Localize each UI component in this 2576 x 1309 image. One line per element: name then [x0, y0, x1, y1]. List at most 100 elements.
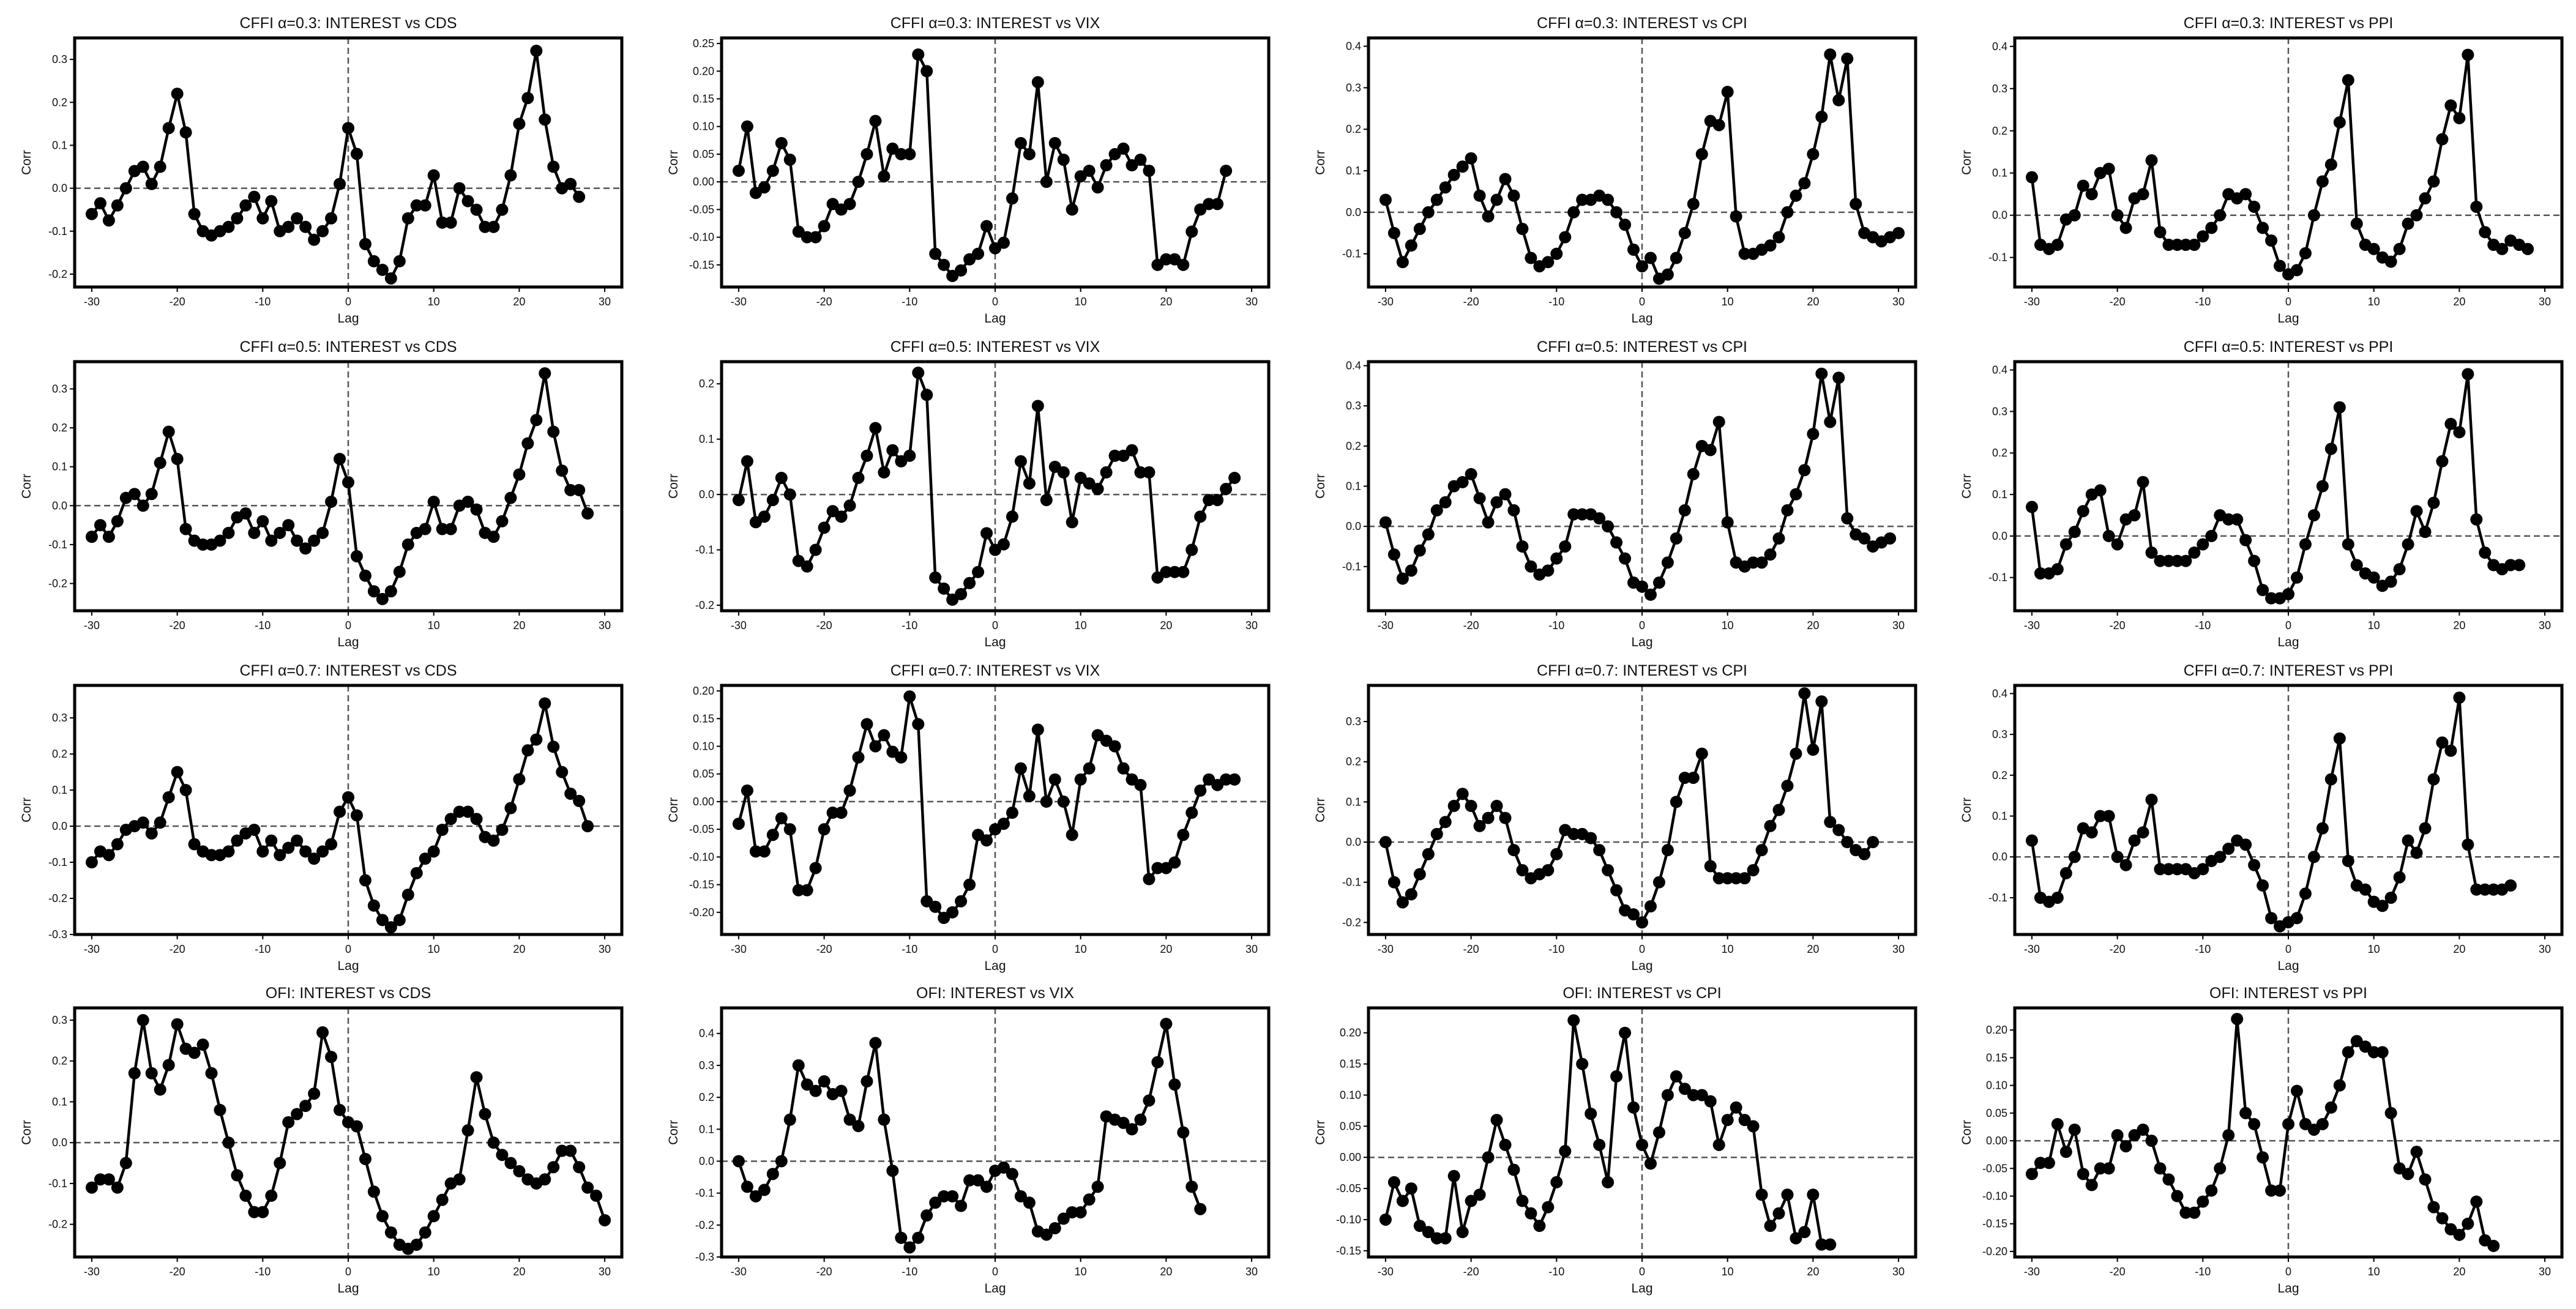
corr-point [1652, 1126, 1665, 1139]
corr-point [1482, 1151, 1495, 1164]
corr-point [188, 207, 201, 220]
corr-point [2248, 859, 2261, 871]
corr-point [1185, 807, 1198, 819]
corr-point [308, 852, 321, 865]
x-tick-label: -30 [1378, 296, 1394, 308]
corr-point [2145, 154, 2158, 167]
corr-point [2119, 859, 2132, 871]
corr-point [1143, 165, 1155, 177]
corr-point [2154, 554, 2167, 567]
corr-point [835, 510, 848, 523]
corr-point [342, 122, 354, 135]
corr-point [1636, 916, 1648, 929]
corr-point [2282, 587, 2294, 600]
corr-point [1781, 504, 1794, 517]
x-tick-label: 20 [1807, 1266, 1819, 1278]
y-tick-label: 0.3 [1346, 715, 1361, 728]
corr-point [539, 697, 551, 710]
corr-point [1220, 165, 1233, 177]
corr-point [1550, 552, 1563, 565]
corr-point [2479, 883, 2492, 896]
corr-point [1439, 1232, 1452, 1245]
corr-point [299, 845, 312, 858]
corr-point [2487, 1239, 2500, 1252]
corr-point [239, 507, 252, 520]
y-axis-label: Corr [1960, 797, 1974, 822]
corr-point [878, 466, 890, 479]
corr-point [852, 1120, 865, 1133]
corr-point [470, 203, 483, 216]
corr-point [1619, 552, 1632, 565]
x-axis-label: Lag [1631, 959, 1652, 973]
x-tick-label: -20 [1463, 296, 1479, 308]
x-tick-label: -20 [2110, 943, 2126, 955]
y-tick-label: 0.1 [1992, 810, 2007, 822]
plot-frame [2013, 684, 2564, 936]
corr-point [316, 526, 329, 539]
corr-point [2162, 863, 2175, 876]
corr-point [938, 258, 950, 271]
y-tick-label: 0.2 [52, 96, 67, 108]
corr-point [111, 515, 124, 528]
subplot-title: CFFI α=0.3: INTEREST vs VIX [890, 15, 1100, 32]
x-tick-label: -20 [816, 943, 832, 955]
corr-point [350, 550, 363, 562]
corr-point [1644, 900, 1657, 913]
corr-point [1559, 231, 1572, 244]
corr-point [291, 212, 304, 225]
corr-point [222, 845, 235, 858]
corr-point [1593, 512, 1606, 525]
corr-point [818, 823, 831, 836]
corr-point [1074, 1206, 1087, 1218]
corr-point [2248, 200, 2261, 213]
corr-point [513, 1165, 526, 1177]
corr-point [1482, 516, 1495, 529]
corr-point [835, 807, 848, 819]
corr-point [2402, 834, 2414, 847]
corr-point [2179, 239, 2192, 252]
corr-point [2376, 1046, 2389, 1059]
y-tick-label: 0.10 [1986, 1080, 2007, 1092]
corr-point [1185, 225, 1198, 238]
corr-point [401, 538, 414, 551]
corr-point [852, 751, 865, 764]
corr-point [1465, 468, 1477, 480]
corr-point [2350, 559, 2363, 572]
corr-point [809, 1084, 822, 1097]
corr-point [419, 199, 431, 212]
x-tick-label: 10 [1075, 1266, 1087, 1278]
corr-point [1151, 1056, 1164, 1068]
corr-point [2427, 175, 2440, 188]
y-tick-label: 0.0 [1992, 209, 2007, 222]
corr-point [1516, 223, 1529, 236]
corr-point [1507, 1163, 1520, 1176]
corr-point [239, 199, 252, 212]
corr-point [539, 1173, 551, 1186]
corr-point [1413, 868, 1426, 881]
corr-point [547, 1161, 560, 1174]
corr-point [282, 841, 295, 854]
y-axis-label: Corr [666, 150, 681, 175]
x-tick-label: -10 [1548, 1266, 1564, 1278]
corr-point [783, 1113, 796, 1126]
corr-point [1627, 243, 1640, 256]
x-tick-label: 10 [1722, 943, 1734, 955]
corr-point [1610, 1070, 1623, 1083]
corr-point [2102, 162, 2115, 175]
corr-point [316, 225, 329, 237]
corr-point [2145, 546, 2158, 559]
corr-point [1405, 239, 1417, 252]
corr-point [1721, 86, 1734, 99]
corr-point [997, 1161, 1010, 1174]
corr-point [1066, 829, 1078, 841]
corr-point [2282, 1117, 2294, 1130]
y-tick-label: -0.1 [48, 1177, 67, 1190]
y-axis-label: Corr [20, 474, 34, 499]
corr-point [444, 216, 457, 229]
corr-point [205, 1067, 218, 1080]
corr-point [581, 1181, 594, 1194]
corr-point [2231, 513, 2244, 526]
corr-point [895, 751, 908, 764]
corr-point [2034, 567, 2047, 580]
corr-point [453, 805, 466, 818]
